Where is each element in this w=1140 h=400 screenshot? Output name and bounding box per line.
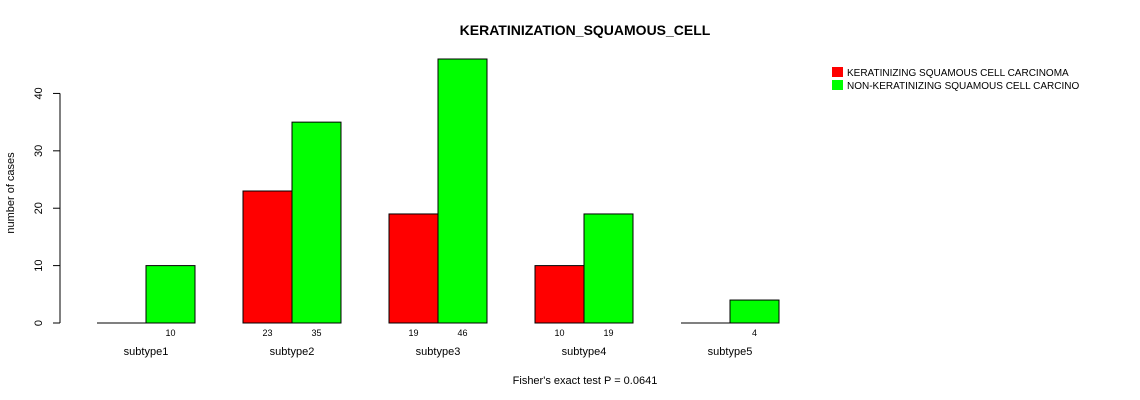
x-tick-label: subtype2 — [270, 346, 315, 358]
y-tick-label: 30 — [33, 145, 45, 157]
bar — [729, 299, 780, 324]
bar-value-label: 46 — [457, 328, 467, 338]
x-tick-label: subtype3 — [416, 346, 461, 358]
bar — [291, 121, 342, 324]
bar-value-label: 4 — [752, 328, 757, 338]
y-axis: 0 10 20 30 40 — [33, 87, 61, 326]
x-axis-tick-labels: subtype1 subtype2 subtype3 subtype4 subtype5 — [124, 346, 753, 358]
y-axis-label: number of cases — [5, 152, 17, 234]
bar — [437, 58, 488, 324]
y-tick-label: 40 — [33, 87, 45, 99]
bars — [97, 58, 780, 324]
legend-entry: KERATINIZING SQUAMOUS CELL CARCINOMA — [847, 68, 1069, 79]
bar — [388, 213, 439, 324]
legend: KERATINIZING SQUAMOUS CELL CARCINOMA NON-… — [832, 67, 1079, 92]
x-tick-label: subtype5 — [708, 346, 753, 358]
bar-labels: 10 23 35 19 46 10 19 4 — [165, 328, 757, 338]
bar-value-label: 23 — [262, 328, 272, 338]
bar-value-label: 10 — [165, 328, 175, 338]
bar — [534, 265, 585, 324]
bar-value-label: 19 — [603, 328, 613, 338]
bar — [242, 190, 293, 324]
bar-value-label: 10 — [554, 328, 564, 338]
bar-value-label: 35 — [311, 328, 321, 338]
fisher-test-footnote: Fisher's exact test P = 0.0641 — [513, 375, 658, 387]
y-tick-label: 0 — [33, 320, 45, 326]
x-tick-label: subtype4 — [562, 346, 607, 358]
bar-value-label: 19 — [408, 328, 418, 338]
y-tick-label: 20 — [33, 202, 45, 214]
y-tick-label: 10 — [33, 259, 45, 271]
legend-swatch — [832, 67, 843, 77]
legend-entry: NON-KERATINIZING SQUAMOUS CELL CARCINO — [847, 81, 1079, 92]
bar — [145, 265, 196, 324]
x-tick-label: subtype1 — [124, 346, 169, 358]
legend-swatch — [832, 80, 843, 90]
chart-title: KERATINIZATION_SQUAMOUS_CELL — [460, 22, 711, 38]
bar — [583, 213, 634, 324]
